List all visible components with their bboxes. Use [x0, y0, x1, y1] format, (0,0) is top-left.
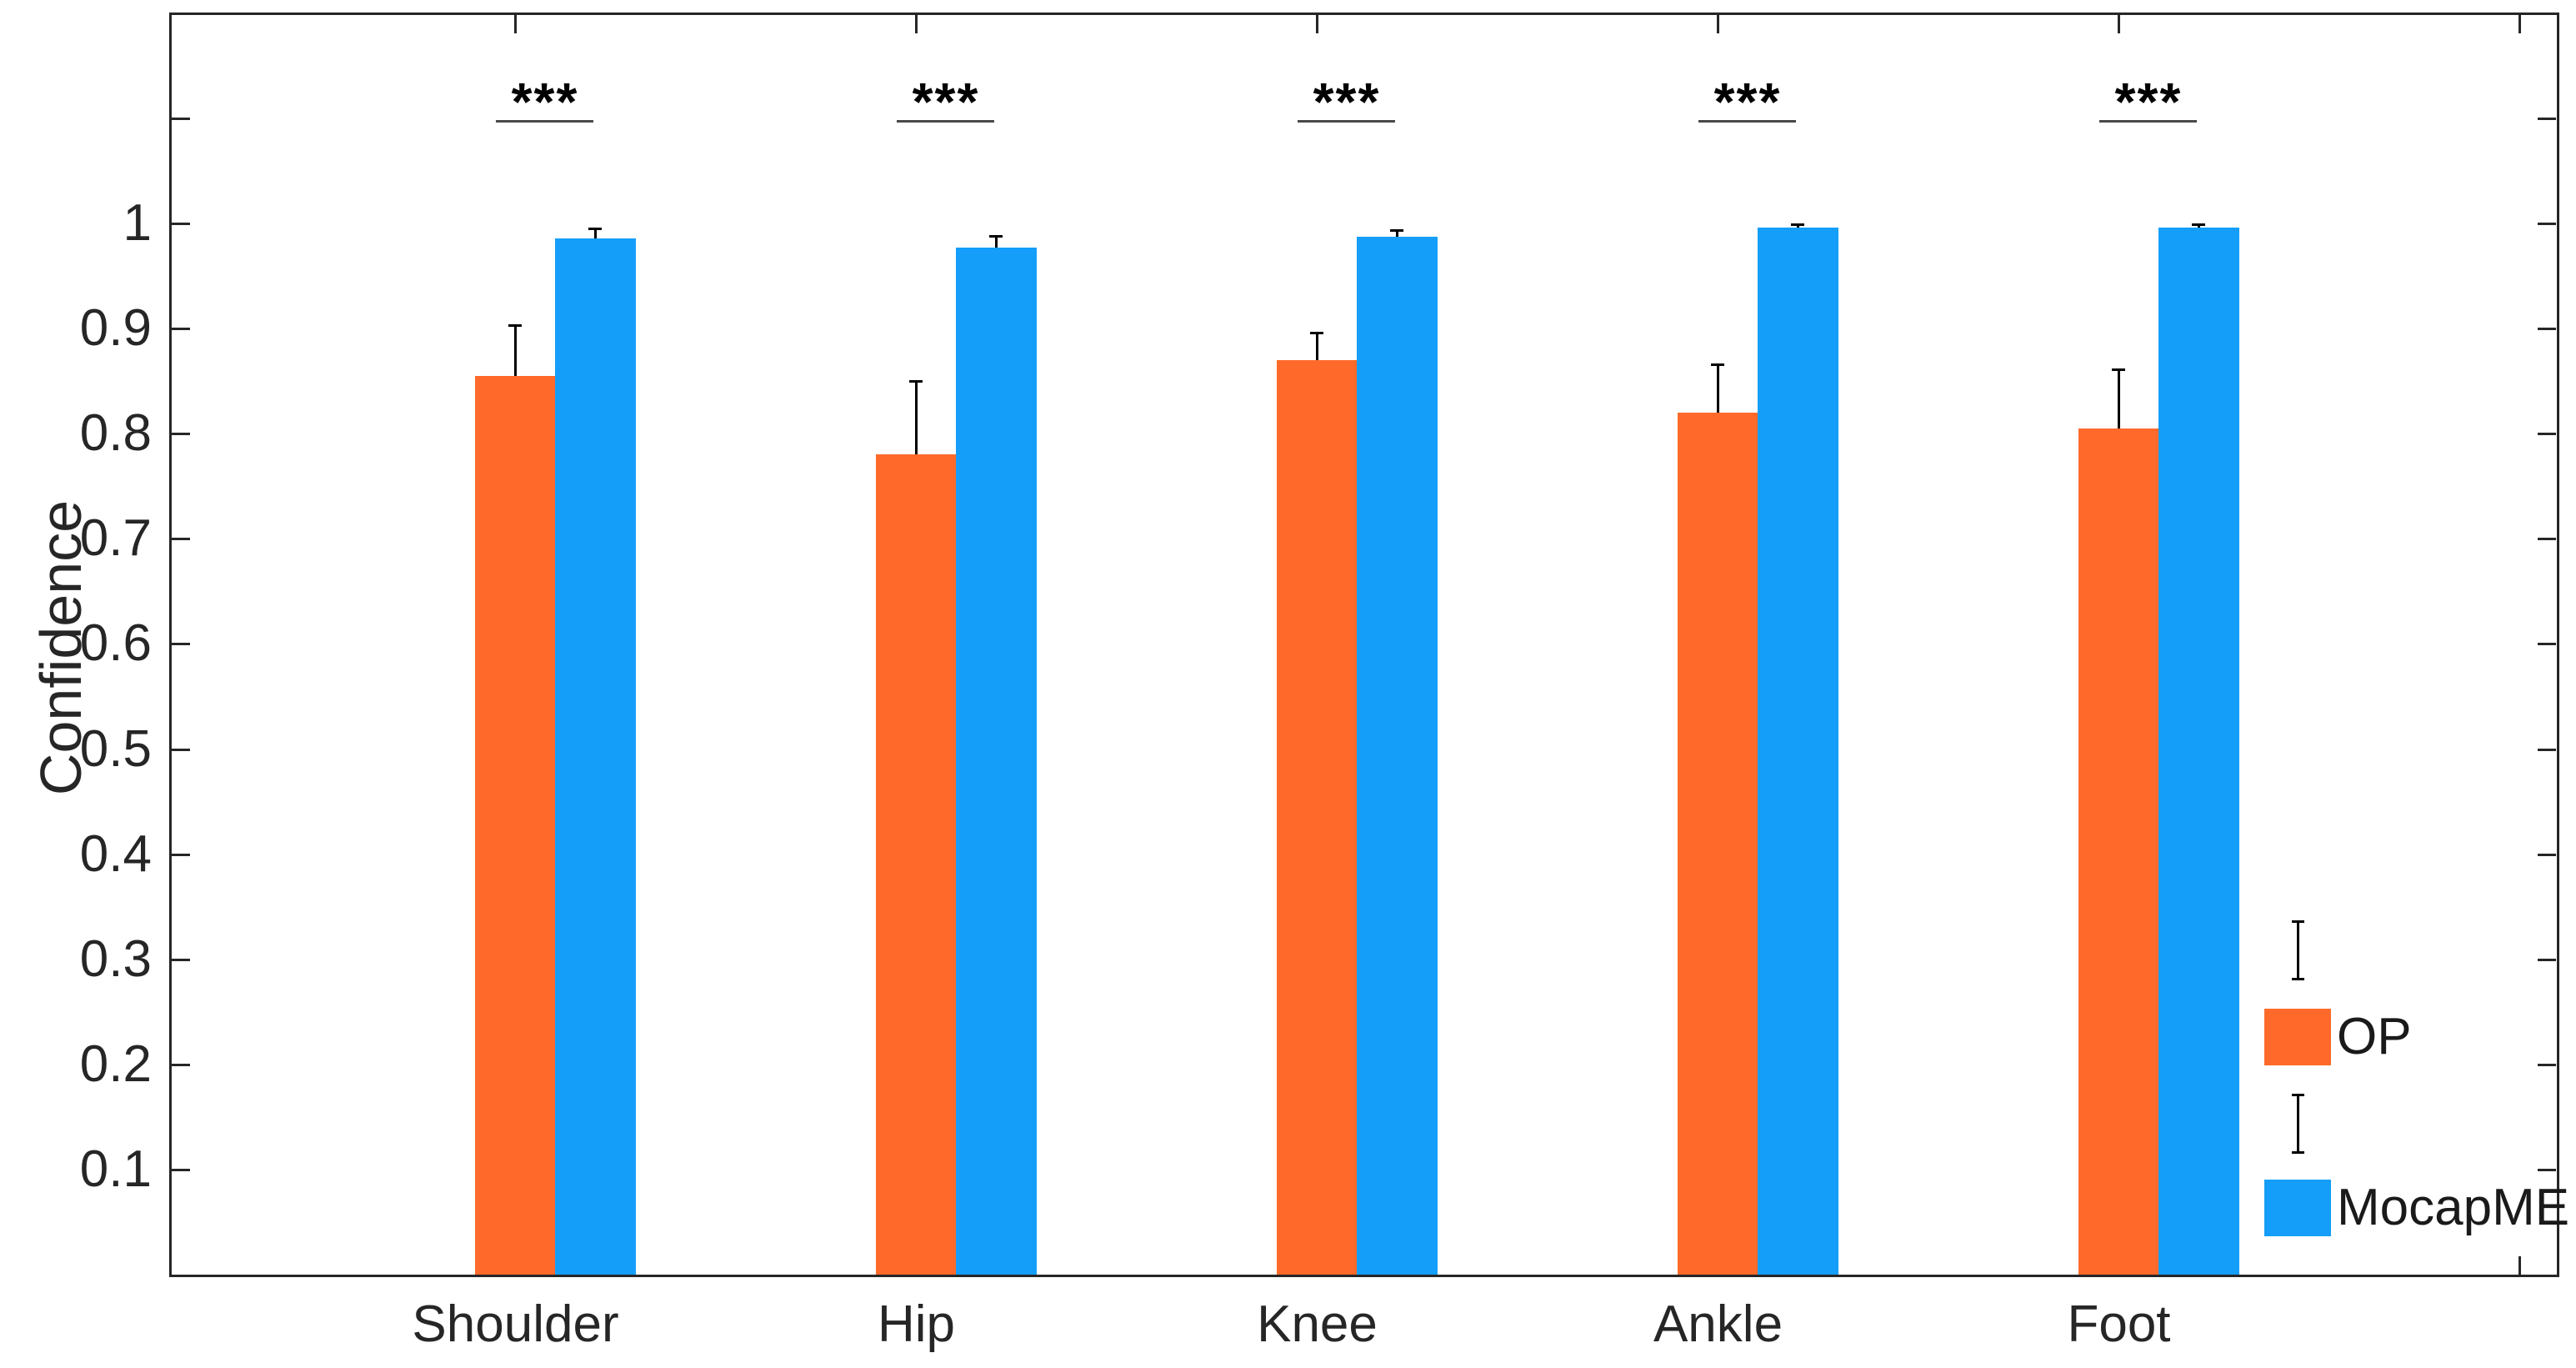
x-axis-tick-mirror: [2118, 15, 2120, 33]
error-bar-line: [514, 325, 517, 376]
significance-line: [1298, 120, 1395, 123]
x-axis-tick-mirror: [1316, 15, 1318, 33]
significance-line: [2099, 120, 2197, 123]
y-tick-label: 0.8: [79, 404, 152, 462]
error-bar-line: [1797, 224, 1799, 228]
bar-op-shoulder: [475, 376, 555, 1275]
legend-swatch-op: [2264, 1009, 2331, 1065]
y-axis-tick: [172, 1064, 190, 1066]
error-bar-cap: [909, 380, 923, 383]
bar-mocapme-foot: [2158, 228, 2239, 1275]
error-bar-line: [995, 236, 998, 248]
error-bar-cap: [1711, 363, 1724, 366]
y-tick-label: 0.9: [79, 299, 152, 357]
legend-errorbar-cap-top: [2292, 920, 2304, 923]
bar-op-hip: [876, 454, 956, 1275]
legend-errorbar-cap-bottom: [2292, 978, 2304, 980]
y-axis-tick: [172, 1169, 190, 1171]
error-bar-cap: [588, 228, 602, 230]
legend-label-mocapme: MocapME: [2337, 1179, 2570, 1236]
error-bar-cap: [2192, 223, 2205, 226]
y-axis-tick-mirror: [2538, 854, 2556, 856]
significance-line: [1698, 120, 1796, 123]
x-tick-label-foot: Foot: [2067, 1295, 2171, 1353]
y-tick-label: 0.1: [79, 1140, 152, 1198]
y-axis-tick: [172, 118, 190, 120]
x-axis-tick-mirror: [514, 15, 517, 33]
y-axis-tick-mirror: [2538, 118, 2556, 120]
x-axis-tick: [2518, 1256, 2521, 1275]
y-axis-tick: [172, 959, 190, 961]
y-tick-label: 0.6: [79, 614, 152, 672]
y-axis-tick: [172, 749, 190, 751]
legend-errorbar-cap-bottom: [2292, 1151, 2304, 1154]
y-axis-tick: [172, 328, 190, 330]
error-bar-line: [1396, 230, 1398, 237]
error-bar-line: [1717, 364, 1719, 413]
y-axis-tick-mirror: [2538, 959, 2556, 961]
bar-mocapme-shoulder: [555, 238, 636, 1275]
significance-stars: ***: [2114, 72, 2183, 132]
y-axis-tick-mirror: [2538, 643, 2556, 645]
error-bar-line: [2198, 224, 2200, 228]
x-tick-label-shoulder: Shoulder: [412, 1295, 619, 1353]
y-axis-tick: [172, 538, 190, 540]
significance-stars: ***: [1313, 72, 1381, 132]
error-bar-line: [2118, 369, 2120, 428]
error-bar-cap: [989, 235, 1003, 238]
bar-op-ankle: [1678, 413, 1758, 1275]
y-axis-tick-mirror: [2538, 433, 2556, 435]
y-axis-tick-mirror: [2538, 538, 2556, 540]
x-tick-label-ankle: Ankle: [1653, 1295, 1783, 1353]
y-axis-tick-mirror: [2538, 223, 2556, 225]
y-axis-tick: [172, 433, 190, 435]
error-bar-line: [915, 381, 918, 454]
y-tick-label: 0.3: [79, 930, 152, 988]
y-axis-tick-mirror: [2538, 1064, 2556, 1066]
y-tick-label: 0.7: [79, 509, 152, 567]
y-tick-label: 0.5: [79, 720, 152, 778]
error-bar-cap: [1791, 223, 1804, 226]
error-bar-cap: [1390, 229, 1403, 232]
error-bar-cap: [508, 324, 522, 327]
y-axis-tick: [172, 643, 190, 645]
error-bar-line: [594, 228, 597, 238]
y-tick-label: 0.4: [79, 825, 152, 883]
legend-errorbar-icon: [2297, 921, 2299, 980]
x-tick-label-hip: Hip: [877, 1295, 956, 1353]
legend-swatch-mocapme: [2264, 1180, 2331, 1236]
bar-mocapme-hip: [956, 248, 1037, 1275]
x-tick-label-knee: Knee: [1257, 1295, 1378, 1353]
legend-label-op: OP: [2337, 1008, 2412, 1065]
y-axis-tick-mirror: [2538, 328, 2556, 330]
legend-errorbar-cap-top: [2292, 1094, 2304, 1096]
x-axis-tick-mirror: [1717, 15, 1719, 33]
x-axis-tick-mirror: [915, 15, 918, 33]
legend-errorbar-icon: [2297, 1095, 2299, 1153]
error-bar-cap: [1310, 332, 1323, 334]
significance-stars: ***: [511, 72, 579, 132]
y-tick-label: 1: [123, 194, 152, 252]
y-axis-tick: [172, 854, 190, 856]
y-axis-tick-mirror: [2538, 1169, 2556, 1171]
x-axis-tick-mirror: [2518, 15, 2521, 33]
y-axis-tick: [172, 223, 190, 225]
y-tick-label: 0.2: [79, 1035, 152, 1093]
significance-stars: ***: [1713, 72, 1782, 132]
significance-line: [897, 120, 994, 123]
bar-op-knee: [1277, 360, 1357, 1275]
significance-stars: ***: [912, 72, 980, 132]
bar-op-foot: [2078, 428, 2158, 1275]
error-bar-cap: [2112, 368, 2125, 371]
bar-mocapme-ankle: [1758, 228, 1838, 1275]
y-axis-tick-mirror: [2538, 749, 2556, 751]
bar-mocapme-knee: [1357, 237, 1438, 1275]
error-bar-line: [1316, 333, 1318, 360]
significance-line: [496, 120, 593, 123]
